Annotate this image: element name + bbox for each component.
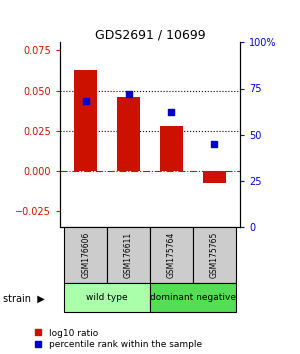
Bar [150, 283, 236, 312]
Bar [150, 227, 193, 283]
Bar [202, 171, 226, 183]
Legend: log10 ratio, percentile rank within the sample: log10 ratio, percentile rank within the … [34, 329, 202, 349]
Bar [193, 227, 236, 283]
Text: GSM175764: GSM175764 [167, 232, 176, 278]
Bar [74, 70, 98, 171]
Text: GSM176606: GSM176606 [81, 232, 90, 278]
Text: wild type: wild type [86, 293, 128, 302]
Bar [107, 227, 150, 283]
Bar [64, 283, 150, 312]
Text: GSM176611: GSM176611 [124, 232, 133, 278]
Bar [160, 126, 183, 171]
Title: GDS2691 / 10699: GDS2691 / 10699 [95, 28, 205, 41]
Text: dominant negative: dominant negative [150, 293, 236, 302]
Point [126, 91, 131, 97]
Point [212, 141, 217, 147]
Bar [117, 97, 140, 171]
Bar [64, 227, 107, 283]
Text: strain  ▶: strain ▶ [3, 294, 45, 304]
Point [83, 98, 88, 104]
Point [169, 110, 174, 115]
Text: GSM175765: GSM175765 [210, 232, 219, 278]
